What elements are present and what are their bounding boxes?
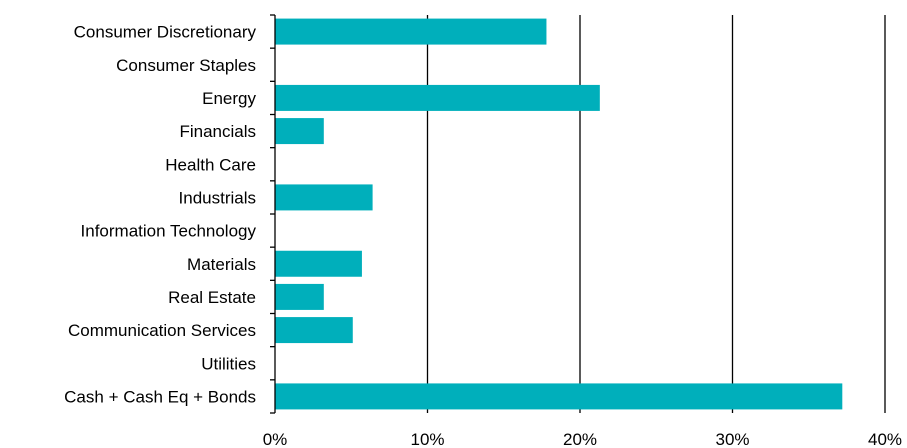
category-label: Communication Services: [68, 321, 256, 340]
category-label: Energy: [202, 89, 256, 108]
bar: [275, 118, 324, 145]
bar: [275, 18, 547, 45]
category-label: Health Care: [165, 155, 256, 174]
x-tick-label: 40%: [868, 430, 902, 448]
bar: [275, 84, 600, 111]
category-label: Consumer Staples: [116, 56, 256, 75]
x-tick-label: 10%: [410, 430, 444, 448]
x-tick-label: 30%: [715, 430, 749, 448]
bar: [275, 383, 843, 410]
category-label: Consumer Discretionary: [74, 23, 257, 42]
bar: [275, 250, 362, 277]
category-label: Financials: [179, 122, 256, 141]
category-label: Information Technology: [81, 222, 257, 241]
y-axis: [270, 14, 276, 414]
gridlines: [426, 15, 886, 413]
category-label: Cash + Cash Eq + Bonds: [64, 387, 256, 406]
category-label: Materials: [187, 255, 256, 274]
x-tick-label: 0%: [263, 430, 288, 448]
category-label: Real Estate: [168, 288, 256, 307]
bar: [275, 184, 373, 211]
x-tick-label: 20%: [563, 430, 597, 448]
category-label: Industrials: [179, 188, 256, 207]
category-label: Utilities: [201, 354, 256, 373]
category-labels: Consumer Discretionary Consumer Staples En…: [64, 23, 256, 407]
bar: [275, 283, 324, 310]
x-tick-labels: 0% 10% 20% 30% 40%: [263, 430, 902, 448]
bars: [275, 18, 843, 410]
bar: [275, 317, 353, 344]
